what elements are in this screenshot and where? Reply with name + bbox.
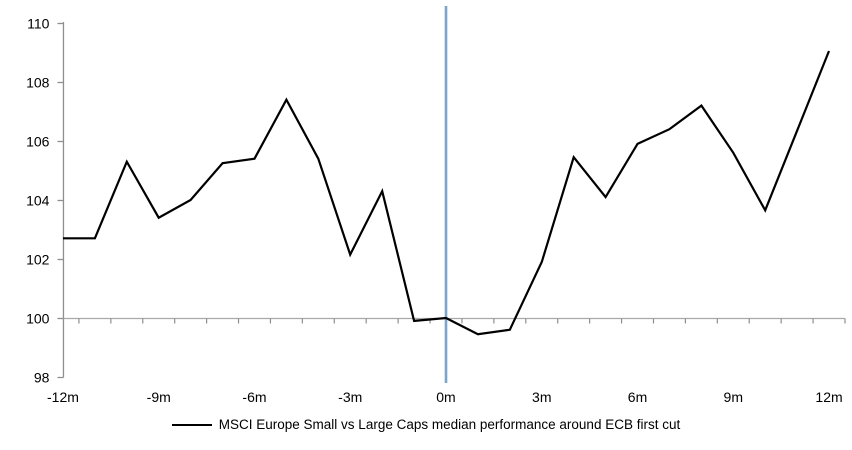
performance-series-line [63,50,831,336]
y-axis-tick-label: 102 [26,252,50,268]
x-axis-tick-label: -6m [242,389,266,405]
x-axis-tick-label: -12m [47,389,79,405]
legend-label: MSCI Europe Small vs Large Caps median p… [218,417,681,432]
y-axis-tick-label: 110 [27,16,50,32]
y-axis-tick-label: 104 [26,193,50,209]
x-axis-tick-label: -3m [338,389,362,405]
y-axis-tick-label: 98 [34,370,50,386]
x-axis-tick-label: 9m [724,389,743,405]
y-axis-tick-label: 106 [26,134,50,150]
x-axis-tick-label: 6m [628,389,647,405]
legend-line-swatch [171,423,212,426]
x-axis-tick-label: -9m [147,389,171,405]
x-axis-tick-label: 12m [815,389,842,405]
x-axis-tick-label: 3m [532,389,551,405]
chart-legend: MSCI Europe Small vs Large Caps median p… [0,417,852,432]
y-axis-tick-label: 100 [26,311,50,327]
y-axis-tick-label: 108 [26,75,50,91]
x-axis-tick-label: 0m [436,389,455,405]
